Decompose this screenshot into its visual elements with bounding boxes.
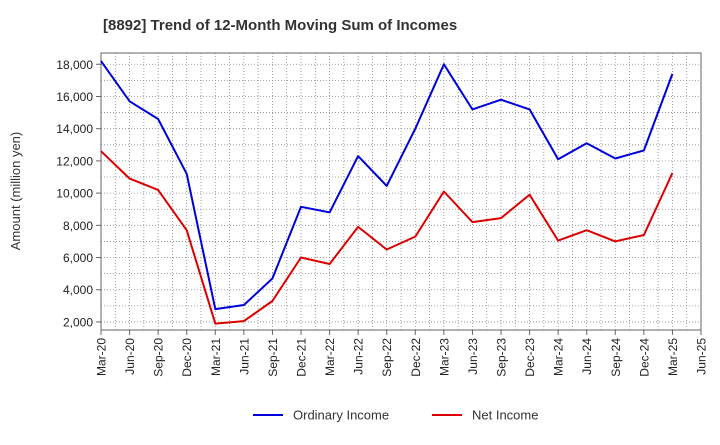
x-tick-label: Dec-22	[409, 338, 423, 377]
x-tick-label: Jun-20	[123, 338, 137, 375]
y-tick-label: 2,000	[63, 315, 93, 329]
axes: 2,000 4,000 6,000 8,000 10,000 12,000 14,000 16…	[56, 52, 709, 377]
grid-lines	[100, 53, 702, 330]
x-tick-label: Sep-20	[152, 338, 166, 377]
series-lines	[100, 60, 674, 325]
x-tick-label: Mar-22	[323, 338, 337, 376]
x-tick-label: Sep-21	[266, 338, 280, 377]
x-tick-label: Dec-21	[295, 338, 309, 377]
x-tick-label: Mar-20	[95, 338, 109, 376]
legend-label: Net Income	[472, 408, 538, 423]
series-line	[100, 150, 674, 325]
legend-label: Ordinary Income	[293, 408, 389, 423]
x-tick-label: Mar-25	[666, 338, 680, 376]
y-axis-label: Amount (million yen)	[8, 132, 23, 251]
y-tick-label: 8,000	[63, 219, 93, 233]
x-tick-label: Mar-24	[552, 338, 566, 376]
x-tick-label: Mar-21	[209, 338, 223, 376]
x-tick-label: Mar-23	[437, 338, 451, 376]
x-tick-label: Jun-23	[466, 338, 480, 375]
x-tick-label: Dec-20	[180, 338, 194, 377]
x-tick-label: Sep-24	[609, 338, 623, 377]
x-tick-label: Sep-22	[380, 338, 394, 377]
y-tick-label: 4,000	[63, 283, 93, 297]
y-tick-label: 12,000	[56, 154, 93, 168]
y-tick-label: 14,000	[56, 122, 93, 136]
y-tick-label: 18,000	[56, 58, 93, 72]
x-tick-label: Jun-21	[237, 338, 251, 375]
x-tick-label: Dec-24	[637, 338, 651, 377]
chart-title: [8892] Trend of 12-Month Moving Sum of I…	[103, 17, 457, 34]
series-line	[100, 60, 674, 311]
x-tick-label: Jun-25	[695, 338, 709, 375]
x-tick-label: Jun-22	[352, 338, 366, 375]
y-tick-label: 16,000	[56, 90, 93, 104]
y-tick-label: 10,000	[56, 187, 93, 201]
plot-frame	[100, 52, 702, 331]
legend: Ordinary Income Net Income	[253, 408, 538, 423]
x-tick-label: Jun-24	[580, 338, 594, 375]
x-tick-label: Sep-23	[495, 338, 509, 377]
y-tick-label: 6,000	[63, 251, 93, 265]
x-tick-label: Dec-23	[523, 338, 537, 377]
